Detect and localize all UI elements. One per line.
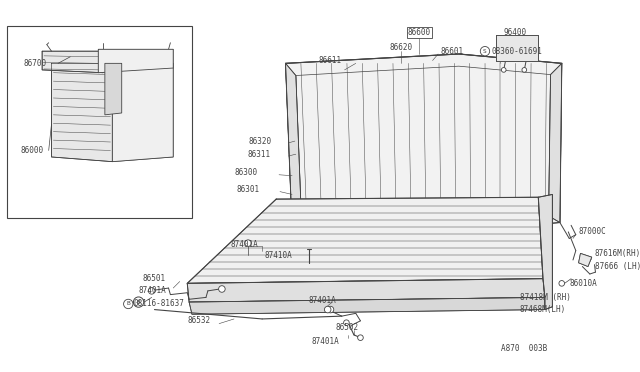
Text: 86311: 86311 — [247, 150, 270, 159]
Polygon shape — [42, 51, 103, 73]
Polygon shape — [548, 63, 562, 222]
Text: 87000C: 87000C — [579, 227, 606, 236]
Polygon shape — [99, 49, 173, 73]
Text: 86502: 86502 — [335, 323, 358, 332]
Circle shape — [358, 335, 364, 340]
Circle shape — [501, 68, 506, 72]
Text: 87401A: 87401A — [312, 337, 340, 346]
Polygon shape — [538, 195, 552, 310]
Text: 87410A: 87410A — [264, 251, 292, 260]
Text: S: S — [483, 49, 487, 54]
Polygon shape — [188, 197, 543, 283]
Circle shape — [522, 68, 527, 72]
Text: 96400: 96400 — [504, 28, 527, 37]
Text: 08116-81637: 08116-81637 — [134, 299, 185, 308]
Text: 86010A: 86010A — [569, 279, 597, 288]
Circle shape — [124, 299, 133, 309]
Text: 86700: 86700 — [24, 59, 47, 68]
Text: 86301: 86301 — [237, 185, 260, 194]
Circle shape — [133, 297, 144, 307]
Text: 87418M (RH): 87418M (RH) — [520, 293, 570, 302]
Circle shape — [344, 320, 349, 326]
Text: 86300: 86300 — [234, 169, 257, 177]
Text: 87468M(LH): 87468M(LH) — [520, 305, 566, 314]
Text: 08360-61691: 08360-61691 — [492, 46, 543, 56]
Text: A870  003B: A870 003B — [501, 344, 547, 353]
Text: 86611: 86611 — [318, 56, 342, 65]
Polygon shape — [496, 35, 538, 61]
Circle shape — [219, 286, 225, 292]
Text: 86620: 86620 — [389, 43, 412, 52]
Text: 87616M(RH): 87616M(RH) — [595, 249, 640, 258]
Polygon shape — [285, 54, 562, 232]
Polygon shape — [579, 253, 592, 266]
Text: B: B — [126, 301, 130, 307]
Text: 87401A: 87401A — [230, 240, 258, 248]
Text: 86601: 86601 — [440, 46, 463, 56]
Polygon shape — [113, 59, 173, 162]
Circle shape — [480, 46, 490, 56]
Circle shape — [324, 306, 331, 313]
Polygon shape — [189, 297, 545, 314]
Circle shape — [327, 306, 334, 313]
Text: 86532: 86532 — [188, 316, 211, 326]
Text: 87666 (LH): 87666 (LH) — [595, 262, 640, 271]
Text: 87401A: 87401A — [139, 286, 166, 295]
Polygon shape — [51, 63, 113, 162]
Circle shape — [148, 288, 155, 294]
Polygon shape — [188, 279, 545, 302]
Text: B: B — [137, 299, 140, 305]
Text: 86320: 86320 — [248, 137, 271, 145]
Text: 87401A: 87401A — [309, 296, 337, 305]
Circle shape — [559, 280, 564, 286]
Polygon shape — [105, 63, 122, 115]
Bar — [8, 26, 192, 218]
Polygon shape — [285, 63, 301, 227]
Text: 86000: 86000 — [20, 146, 44, 155]
Circle shape — [245, 240, 252, 246]
Text: 86600: 86600 — [408, 28, 431, 37]
Text: 86501: 86501 — [142, 274, 165, 283]
